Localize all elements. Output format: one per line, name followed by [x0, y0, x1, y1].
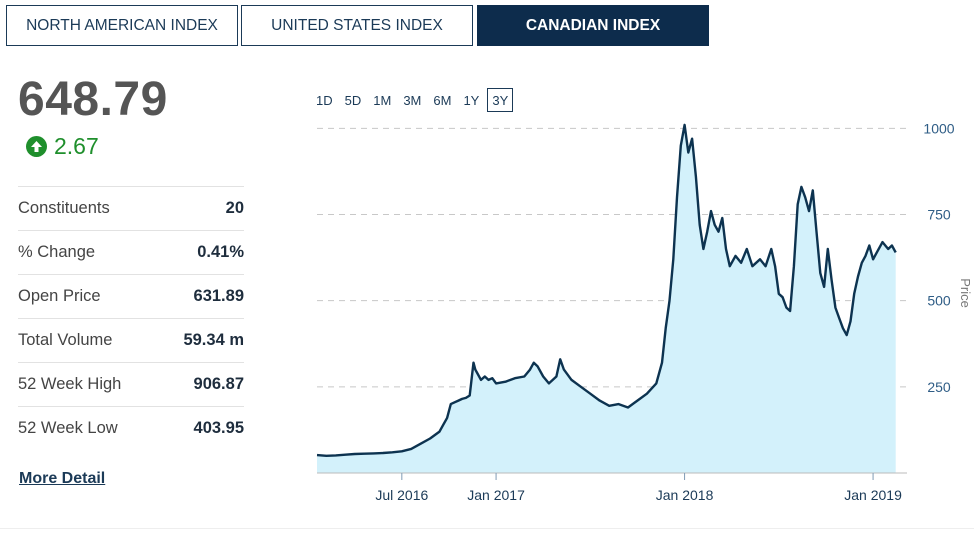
stat-label: Open Price [18, 287, 101, 305]
range-6m[interactable]: 6M [433, 92, 452, 108]
price-change: 2.67 [26, 133, 99, 160]
stat-row-percent-change: % Change 0.41% [18, 230, 244, 274]
stat-row-constituents: Constituents 20 [18, 186, 244, 230]
range-3m[interactable]: 3M [403, 92, 422, 108]
price-chart-svg: Jul 2016 Jan 2017 Jan 2018 Jan 2019 250 500 75… [316, 120, 973, 503]
x-tick-label: Jan 2017 [467, 487, 525, 503]
y-tick-label: 1000 [923, 120, 954, 136]
range-selector: 1D 5D 1M 3M 6M 1Y 3Y [312, 87, 517, 113]
price-area [317, 124, 896, 474]
tab-united-states-index[interactable]: UNITED STATES INDEX [241, 5, 473, 46]
y-tick-label: 500 [927, 293, 951, 309]
x-tick-label: Jan 2019 [844, 487, 902, 503]
stat-label: 52 Week Low [18, 419, 118, 437]
y-tick-label: 750 [927, 207, 951, 223]
stat-row-52-week-high: 52 Week High 906.87 [18, 362, 244, 406]
stat-row-total-volume: Total Volume 59.34 m [18, 318, 244, 362]
stat-label: Constituents [18, 199, 110, 217]
stat-label: 52 Week High [18, 375, 122, 393]
more-detail-link[interactable]: More Detail [19, 470, 106, 487]
index-price: 648.79 [18, 73, 168, 126]
tab-label: UNITED STATES INDEX [271, 16, 443, 34]
range-1d[interactable]: 1D [316, 92, 333, 108]
range-1y[interactable]: 1Y [463, 92, 480, 108]
range-5d[interactable]: 5D [344, 92, 362, 108]
stat-label: % Change [18, 243, 96, 261]
x-tick-label: Jan 2018 [656, 487, 714, 503]
range-1m[interactable]: 1M [373, 92, 392, 108]
stat-value: 631.89 [193, 287, 244, 305]
tab-label: CANADIAN INDEX [525, 16, 661, 34]
arrow-up-icon [26, 136, 47, 157]
price-line [316, 123, 897, 457]
price-chart: Jul 2016 Jan 2017 Jan 2018 Jan 2019 250 500 75… [305, 118, 974, 528]
stat-label: Total Volume [18, 331, 113, 349]
stat-value: 906.87 [193, 375, 244, 393]
tab-label: NORTH AMERICAN INDEX [26, 16, 218, 34]
tab-north-american-index[interactable]: NORTH AMERICAN INDEX [6, 5, 238, 46]
stat-value: 20 [225, 199, 244, 217]
y-axis-label: Price [958, 278, 973, 308]
stats-table: Constituents 20 % Change 0.41% Open Price 6… [18, 186, 244, 450]
stat-value: 403.95 [193, 419, 244, 437]
stat-row-52-week-low: 52 Week Low 403.95 [18, 406, 244, 450]
bottom-divider [0, 528, 974, 529]
tab-canadian-index[interactable]: CANADIAN INDEX [477, 5, 709, 46]
y-tick-label: 250 [927, 379, 951, 395]
range-3y[interactable]: 3Y [487, 88, 514, 112]
stat-value: 0.41% [197, 243, 244, 261]
stat-row-open-price: Open Price 631.89 [18, 274, 244, 318]
stat-value: 59.34 m [183, 331, 244, 349]
change-value: 2.67 [54, 133, 99, 159]
x-tick-label: Jul 2016 [375, 487, 428, 503]
